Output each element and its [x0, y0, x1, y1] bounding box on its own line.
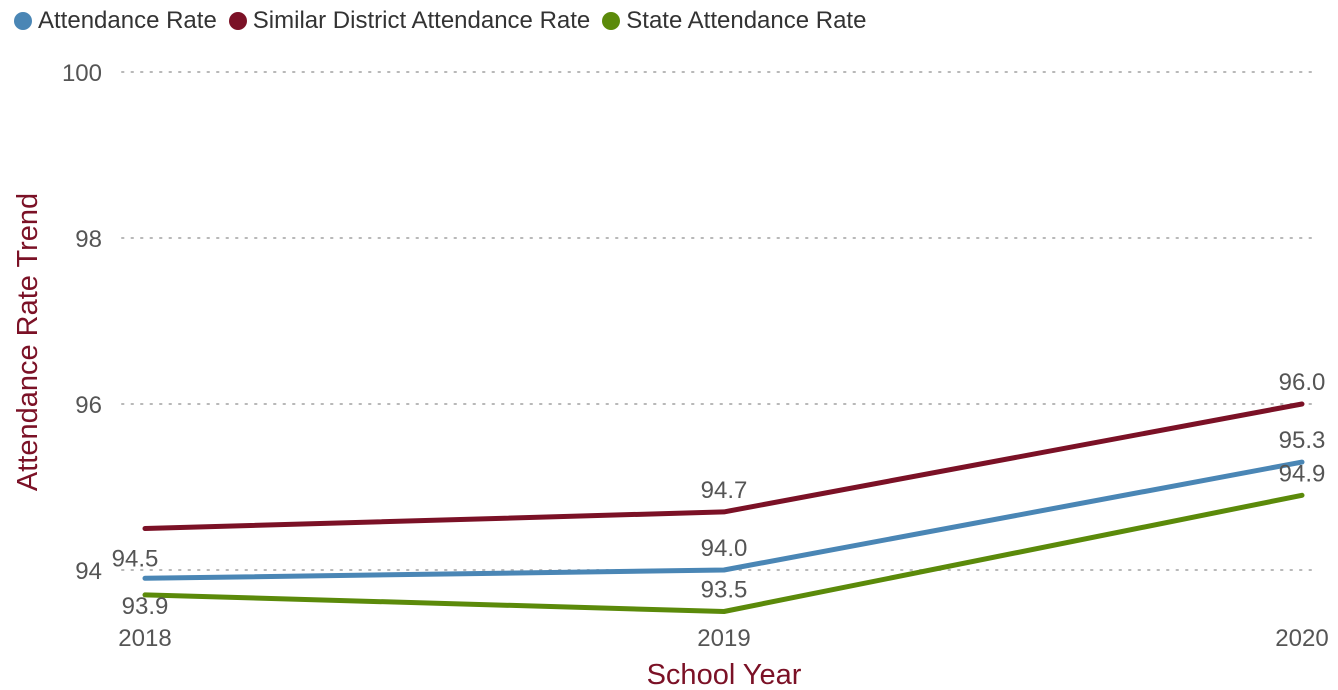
x-tick-label: 2020 [1275, 625, 1328, 652]
series-lines [142, 401, 1305, 614]
x-axis-title: School Year [647, 659, 802, 690]
y-tick-label: 100 [62, 60, 102, 87]
legend-label-state: State Attendance Rate [626, 7, 867, 34]
chart-legend: Attendance Rate Similar District Attenda… [14, 6, 878, 36]
data-label: 93.5 [701, 577, 748, 604]
data-label: 93.9 [122, 593, 169, 620]
data-label: 94.7 [701, 477, 748, 504]
y-axis-title: Attendance Rate Trend [12, 193, 44, 491]
data-label: 94.0 [701, 535, 748, 562]
legend-item-similar-district[interactable]: Similar District Attendance Rate [228, 7, 591, 35]
x-axis-ticks: 2018 2019 2020 [118, 625, 1328, 652]
series-line-1[interactable] [142, 401, 1305, 531]
legend-item-state[interactable]: State Attendance Rate [602, 7, 866, 35]
data-label: 96.0 [1279, 369, 1326, 396]
legend-marker-state [602, 12, 621, 30]
data-label: 95.3 [1279, 427, 1326, 454]
y-tick-label: 96 [75, 392, 102, 419]
y-tick-label: 94 [75, 558, 102, 585]
legend-marker-similar-district [228, 12, 247, 30]
legend-marker-attendance-rate [14, 12, 32, 30]
x-tick-label: 2019 [697, 625, 750, 652]
legend-item-attendance-rate[interactable]: Attendance Rate [14, 7, 217, 35]
legend-label-attendance-rate: Attendance Rate [38, 7, 217, 34]
legend-label-similar-district: Similar District Attendance Rate [252, 7, 591, 34]
series-line-2[interactable] [142, 492, 1305, 614]
data-label: 94.5 [112, 545, 159, 572]
data-labels: 94.5 94.0 95.3 94.7 96.0 93.9 93.5 94.9 [112, 369, 1326, 620]
data-label: 94.9 [1279, 460, 1326, 487]
y-tick-label: 98 [75, 226, 102, 253]
y-axis-ticks: 94 96 98 100 [62, 60, 102, 585]
x-tick-label: 2018 [118, 625, 171, 652]
series-line-0[interactable] [142, 459, 1305, 581]
